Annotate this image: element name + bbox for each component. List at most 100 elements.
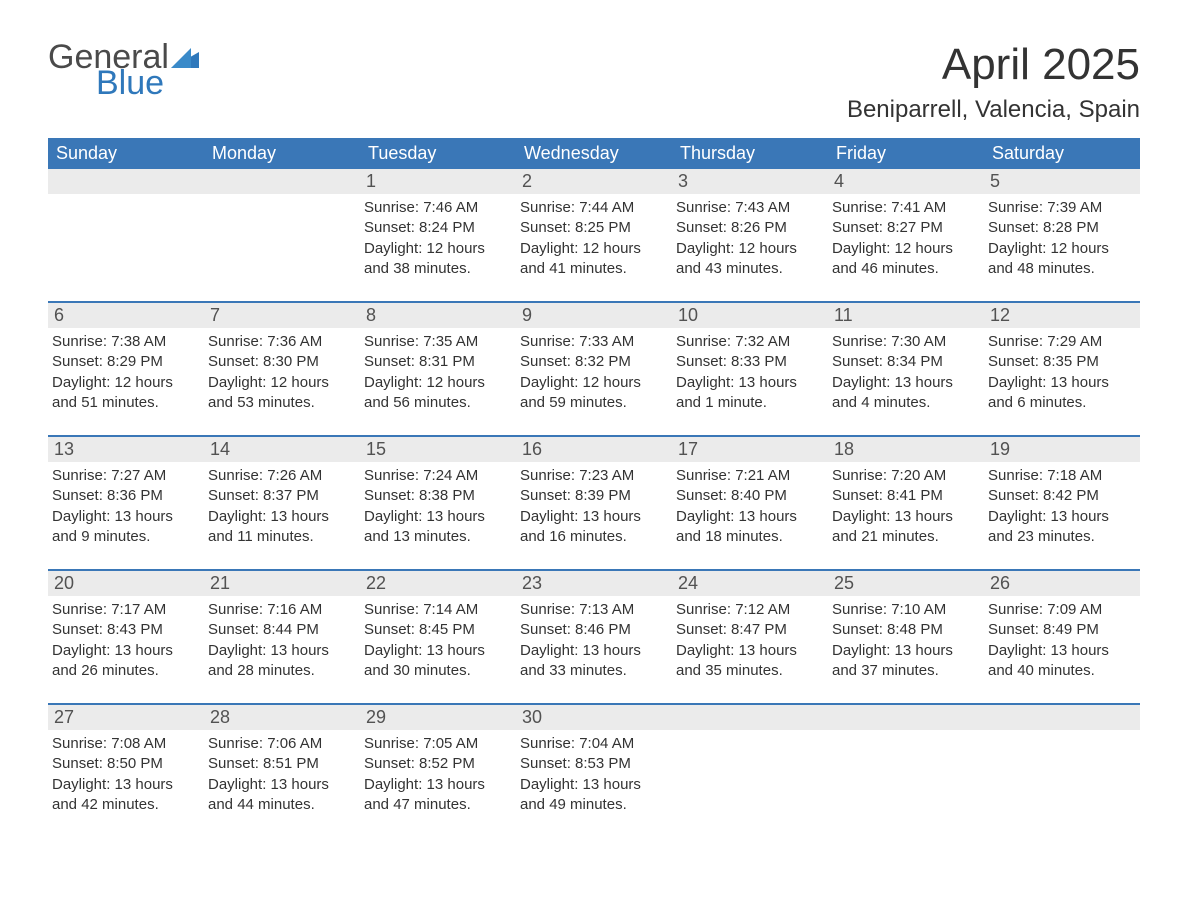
daylight-text: Daylight: 12 hours and 41 minutes. [520, 239, 666, 280]
day-number: 15 [360, 437, 516, 462]
sunset-text: Sunset: 8:45 PM [364, 620, 510, 640]
logo: General Blue [48, 40, 201, 100]
calendar-week: 1Sunrise: 7:46 AMSunset: 8:24 PMDaylight… [48, 169, 1140, 287]
flag-icon [171, 48, 201, 68]
calendar-week: 13Sunrise: 7:27 AMSunset: 8:36 PMDayligh… [48, 435, 1140, 555]
sunset-text: Sunset: 8:50 PM [52, 754, 198, 774]
sunset-text: Sunset: 8:51 PM [208, 754, 354, 774]
daylight-text: Daylight: 13 hours and 49 minutes. [520, 775, 666, 816]
calendar-day: 2Sunrise: 7:44 AMSunset: 8:25 PMDaylight… [516, 169, 672, 287]
calendar-day: 16Sunrise: 7:23 AMSunset: 8:39 PMDayligh… [516, 437, 672, 555]
day-details: Sunrise: 7:13 AMSunset: 8:46 PMDaylight:… [516, 596, 672, 683]
sunrise-text: Sunrise: 7:41 AM [832, 198, 978, 218]
sunset-text: Sunset: 8:25 PM [520, 218, 666, 238]
sunrise-text: Sunrise: 7:24 AM [364, 466, 510, 486]
day-details: Sunrise: 7:04 AMSunset: 8:53 PMDaylight:… [516, 730, 672, 817]
weekday-label: Friday [828, 138, 984, 169]
calendar-day [672, 705, 828, 823]
day-number: 4 [828, 169, 984, 194]
day-number: 19 [984, 437, 1140, 462]
sunrise-text: Sunrise: 7:04 AM [520, 734, 666, 754]
calendar-day: 20Sunrise: 7:17 AMSunset: 8:43 PMDayligh… [48, 571, 204, 689]
calendar-day: 23Sunrise: 7:13 AMSunset: 8:46 PMDayligh… [516, 571, 672, 689]
calendar-week: 27Sunrise: 7:08 AMSunset: 8:50 PMDayligh… [48, 703, 1140, 823]
sunset-text: Sunset: 8:28 PM [988, 218, 1134, 238]
calendar-day: 28Sunrise: 7:06 AMSunset: 8:51 PMDayligh… [204, 705, 360, 823]
daylight-text: Daylight: 12 hours and 43 minutes. [676, 239, 822, 280]
sunset-text: Sunset: 8:36 PM [52, 486, 198, 506]
day-number: 12 [984, 303, 1140, 328]
calendar-day [204, 169, 360, 287]
sunrise-text: Sunrise: 7:09 AM [988, 600, 1134, 620]
day-details: Sunrise: 7:35 AMSunset: 8:31 PMDaylight:… [360, 328, 516, 415]
sunrise-text: Sunrise: 7:13 AM [520, 600, 666, 620]
daylight-text: Daylight: 13 hours and 37 minutes. [832, 641, 978, 682]
weekday-label: Monday [204, 138, 360, 169]
day-number: 26 [984, 571, 1140, 596]
day-details: Sunrise: 7:27 AMSunset: 8:36 PMDaylight:… [48, 462, 204, 549]
calendar-day: 29Sunrise: 7:05 AMSunset: 8:52 PMDayligh… [360, 705, 516, 823]
day-details: Sunrise: 7:43 AMSunset: 8:26 PMDaylight:… [672, 194, 828, 281]
sunrise-text: Sunrise: 7:46 AM [364, 198, 510, 218]
calendar: Sunday Monday Tuesday Wednesday Thursday… [48, 138, 1140, 823]
day-details: Sunrise: 7:26 AMSunset: 8:37 PMDaylight:… [204, 462, 360, 549]
day-number: 20 [48, 571, 204, 596]
daylight-text: Daylight: 12 hours and 51 minutes. [52, 373, 198, 414]
daylight-text: Daylight: 12 hours and 46 minutes. [832, 239, 978, 280]
sunset-text: Sunset: 8:53 PM [520, 754, 666, 774]
day-number: 21 [204, 571, 360, 596]
day-number: 11 [828, 303, 984, 328]
daylight-text: Daylight: 13 hours and 26 minutes. [52, 641, 198, 682]
sunset-text: Sunset: 8:29 PM [52, 352, 198, 372]
sunset-text: Sunset: 8:27 PM [832, 218, 978, 238]
calendar-day: 21Sunrise: 7:16 AMSunset: 8:44 PMDayligh… [204, 571, 360, 689]
sunset-text: Sunset: 8:32 PM [520, 352, 666, 372]
day-details: Sunrise: 7:08 AMSunset: 8:50 PMDaylight:… [48, 730, 204, 817]
day-number: 28 [204, 705, 360, 730]
day-number [984, 705, 1140, 730]
day-details: Sunrise: 7:05 AMSunset: 8:52 PMDaylight:… [360, 730, 516, 817]
calendar-day: 22Sunrise: 7:14 AMSunset: 8:45 PMDayligh… [360, 571, 516, 689]
daylight-text: Daylight: 13 hours and 42 minutes. [52, 775, 198, 816]
weekday-label: Saturday [984, 138, 1140, 169]
calendar-day: 27Sunrise: 7:08 AMSunset: 8:50 PMDayligh… [48, 705, 204, 823]
daylight-text: Daylight: 13 hours and 30 minutes. [364, 641, 510, 682]
day-details: Sunrise: 7:36 AMSunset: 8:30 PMDaylight:… [204, 328, 360, 415]
daylight-text: Daylight: 13 hours and 18 minutes. [676, 507, 822, 548]
day-details: Sunrise: 7:30 AMSunset: 8:34 PMDaylight:… [828, 328, 984, 415]
sunrise-text: Sunrise: 7:26 AM [208, 466, 354, 486]
day-details: Sunrise: 7:33 AMSunset: 8:32 PMDaylight:… [516, 328, 672, 415]
day-number: 3 [672, 169, 828, 194]
sunrise-text: Sunrise: 7:20 AM [832, 466, 978, 486]
daylight-text: Daylight: 13 hours and 35 minutes. [676, 641, 822, 682]
daylight-text: Daylight: 12 hours and 59 minutes. [520, 373, 666, 414]
sunrise-text: Sunrise: 7:05 AM [364, 734, 510, 754]
calendar-day: 9Sunrise: 7:33 AMSunset: 8:32 PMDaylight… [516, 303, 672, 421]
day-number: 5 [984, 169, 1140, 194]
daylight-text: Daylight: 12 hours and 53 minutes. [208, 373, 354, 414]
day-number: 22 [360, 571, 516, 596]
sunrise-text: Sunrise: 7:29 AM [988, 332, 1134, 352]
sunrise-text: Sunrise: 7:21 AM [676, 466, 822, 486]
sunrise-text: Sunrise: 7:39 AM [988, 198, 1134, 218]
calendar-day: 17Sunrise: 7:21 AMSunset: 8:40 PMDayligh… [672, 437, 828, 555]
day-number [672, 705, 828, 730]
header: General Blue April 2025 Beniparrell, Val… [48, 40, 1140, 134]
day-number: 23 [516, 571, 672, 596]
day-number [828, 705, 984, 730]
day-number [204, 169, 360, 194]
sunset-text: Sunset: 8:34 PM [832, 352, 978, 372]
daylight-text: Daylight: 13 hours and 9 minutes. [52, 507, 198, 548]
daylight-text: Daylight: 13 hours and 13 minutes. [364, 507, 510, 548]
daylight-text: Daylight: 13 hours and 47 minutes. [364, 775, 510, 816]
daylight-text: Daylight: 13 hours and 6 minutes. [988, 373, 1134, 414]
location: Beniparrell, Valencia, Spain [847, 96, 1140, 124]
sunset-text: Sunset: 8:41 PM [832, 486, 978, 506]
day-details: Sunrise: 7:18 AMSunset: 8:42 PMDaylight:… [984, 462, 1140, 549]
sunset-text: Sunset: 8:43 PM [52, 620, 198, 640]
sunrise-text: Sunrise: 7:32 AM [676, 332, 822, 352]
day-number: 30 [516, 705, 672, 730]
sunrise-text: Sunrise: 7:35 AM [364, 332, 510, 352]
sunset-text: Sunset: 8:42 PM [988, 486, 1134, 506]
weekday-label: Sunday [48, 138, 204, 169]
